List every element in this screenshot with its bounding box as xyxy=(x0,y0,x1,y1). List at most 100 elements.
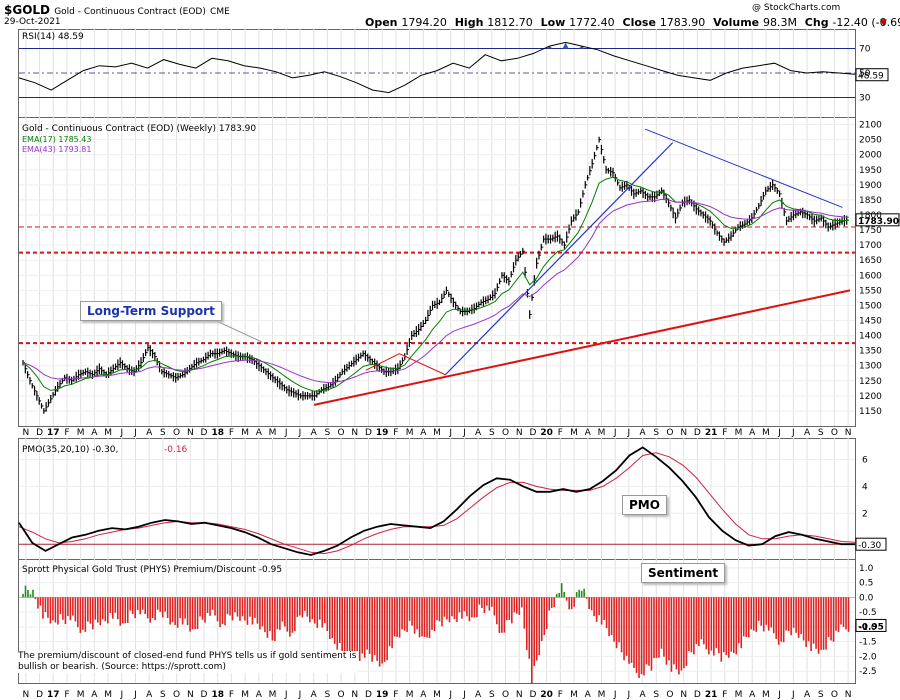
sentiment-bar-negative xyxy=(456,597,458,622)
sentiment-bar-positive xyxy=(558,592,561,598)
x-tick-label-lower: M xyxy=(406,690,414,700)
sentiment-bar-negative xyxy=(835,597,837,631)
sentiment-bar-negative xyxy=(328,597,331,640)
sentiment-bar-negative xyxy=(603,597,605,621)
sentiment-bar-negative xyxy=(318,597,321,620)
sentiment-bar-negative xyxy=(448,597,451,623)
x-tick-label-upper: M xyxy=(241,428,249,438)
sentiment-bar-negative xyxy=(431,597,433,630)
high-label: High xyxy=(454,16,484,29)
x-tick-label-upper: J xyxy=(462,428,466,438)
pmo-legend-name: PMO(35,20,10) -0.30, xyxy=(22,445,118,455)
sentiment-bar-negative xyxy=(790,597,792,636)
x-tick-label-upper: M xyxy=(570,428,578,438)
sentiment-bar-negative xyxy=(189,597,191,632)
pmo-line xyxy=(18,446,855,556)
sentiment-bar-negative xyxy=(52,597,54,621)
sentiment-bar-negative xyxy=(511,597,513,624)
sentiment-bar-negative xyxy=(665,597,668,665)
sentiment-bar-negative xyxy=(765,597,768,625)
sentiment-bar-negative xyxy=(770,597,772,628)
sentiment-bar-negative xyxy=(785,597,787,631)
x-tick-label-lower: F xyxy=(722,690,727,700)
long-term-support-label: Long-Term Support xyxy=(80,301,222,321)
sentiment-bar-negative xyxy=(643,597,645,676)
sentiment-bar-negative xyxy=(685,597,688,666)
sentiment-bar-negative xyxy=(655,597,658,658)
x-tick-label-upper: J xyxy=(777,428,781,438)
sentiment-bar-negative xyxy=(825,597,827,650)
sentiment-bar-negative xyxy=(221,597,224,624)
sentiment-bar-negative xyxy=(600,597,603,625)
sentiment-bar-negative xyxy=(740,597,743,649)
sentiment-bar-negative xyxy=(680,597,683,671)
x-tick-label-upper: A xyxy=(585,428,592,438)
price-y-tick: 2050 xyxy=(859,136,882,146)
sentiment-bar-negative xyxy=(668,597,670,661)
x-tick-label-lower: A xyxy=(804,690,811,700)
price-y-tick: 1550 xyxy=(859,286,882,296)
sentiment-bar-negative xyxy=(438,597,441,622)
sentiment-bar-negative xyxy=(241,597,244,617)
sentiment-bar-negative xyxy=(151,597,154,619)
sentiment-bar-positive xyxy=(575,592,578,598)
sentiment-bar-negative xyxy=(525,597,528,650)
x-tick-label-upper: A xyxy=(311,428,318,438)
sentiment-bar-negative xyxy=(590,597,593,611)
sentiment-bar-negative xyxy=(832,597,835,642)
sentiment-bar-negative xyxy=(231,597,234,621)
sentiment-bar-negative xyxy=(451,597,453,617)
sentiment-bar-negative xyxy=(660,597,663,649)
sentiment-bar-negative xyxy=(478,597,481,605)
sentiment-bar-negative xyxy=(822,597,825,650)
sentiment-bar-negative xyxy=(87,597,89,622)
sentiment-bar-negative xyxy=(149,597,151,623)
ema17-line xyxy=(22,176,850,392)
close-label: Close xyxy=(622,16,656,29)
sentiment-bar-negative xyxy=(705,597,708,650)
x-tick-label-lower: M xyxy=(598,690,606,700)
pmo-y-tick: 2 xyxy=(862,509,868,519)
sentiment-bar-negative xyxy=(299,597,301,616)
sentiment-bar-negative xyxy=(333,597,336,644)
sentiment-bar-negative xyxy=(236,597,239,617)
x-tick-label-lower: A xyxy=(256,690,263,700)
sentiment-bar-negative xyxy=(244,597,246,621)
sentiment-bar-negative xyxy=(757,597,760,621)
sentiment-bar-negative xyxy=(800,597,802,634)
sentiment-bar-negative xyxy=(471,597,473,618)
sentiment-bar-negative xyxy=(807,597,810,642)
sentiment-bar-negative xyxy=(144,597,147,615)
sentiment-plot xyxy=(19,583,887,684)
x-tick-label-upper: F xyxy=(229,428,234,438)
sentiment-bar-negative xyxy=(658,597,660,658)
volume-value: 98.3M xyxy=(762,16,797,29)
sentiment-bar-negative xyxy=(209,597,211,616)
sentiment-bar-negative xyxy=(64,597,67,625)
credit: @ StockCharts.com xyxy=(752,3,841,13)
sentiment-bar-negative xyxy=(229,597,231,616)
sentiment-bar-negative xyxy=(239,597,241,621)
axis-labels: NNDD1717FFMMAAMMJJJJAASSOONNDD1818FFMMAA… xyxy=(22,45,899,700)
x-tick-label-upper: A xyxy=(475,428,482,438)
sentiment-bar-negative xyxy=(72,597,74,616)
price-y-tick: 1600 xyxy=(859,271,882,281)
sentiment-bar-negative xyxy=(121,597,124,624)
sentiment-bar-negative xyxy=(356,597,358,660)
x-tick-label-lower: A xyxy=(91,690,98,700)
x-tick-label-lower: A xyxy=(585,690,592,700)
x-tick-label-lower: S xyxy=(818,690,824,700)
sentiment-bar-negative xyxy=(543,597,546,636)
x-tick-label-lower: N xyxy=(351,690,358,700)
sentiment-bar-negative xyxy=(645,597,648,665)
sentiment-bar-negative xyxy=(321,597,324,628)
sentiment-bar-negative xyxy=(840,597,842,625)
sentiment-bar-negative xyxy=(69,597,72,621)
sentiment-bar-negative xyxy=(468,597,471,622)
ema43-legend: EMA(43) 1793.81 xyxy=(22,145,91,154)
sentiment-bar-negative xyxy=(406,597,408,632)
sentiment-bar-negative xyxy=(411,597,413,626)
x-tick-label-lower: J xyxy=(284,690,288,700)
sentiment-bar-negative xyxy=(181,597,184,625)
sentiment-bar-positive xyxy=(563,591,565,598)
